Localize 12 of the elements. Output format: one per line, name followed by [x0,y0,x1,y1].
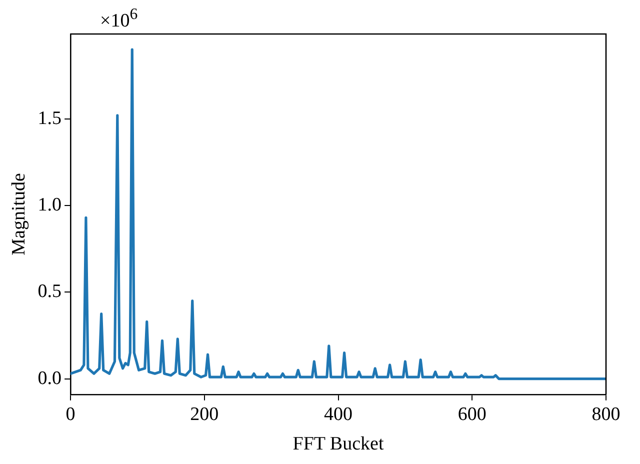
x-tick-label: 600 [458,404,486,425]
y-tick-label: 0.5 [38,281,62,302]
text: ×10$^{6}$ [100,6,138,32]
y-axis-title: Magnitude [8,173,30,256]
x-axis-title: FFT Bucket [292,434,384,455]
y-tick-label: 0.0 [38,368,62,389]
x-tick-label: 400 [324,404,353,425]
y-tick-label: 1.5 [38,108,62,129]
x-tick-label: 200 [190,404,219,425]
x-tick-label: 800 [592,404,620,425]
x-tick-label: 0 [66,404,76,425]
y-tick-label: 1.0 [38,194,62,216]
